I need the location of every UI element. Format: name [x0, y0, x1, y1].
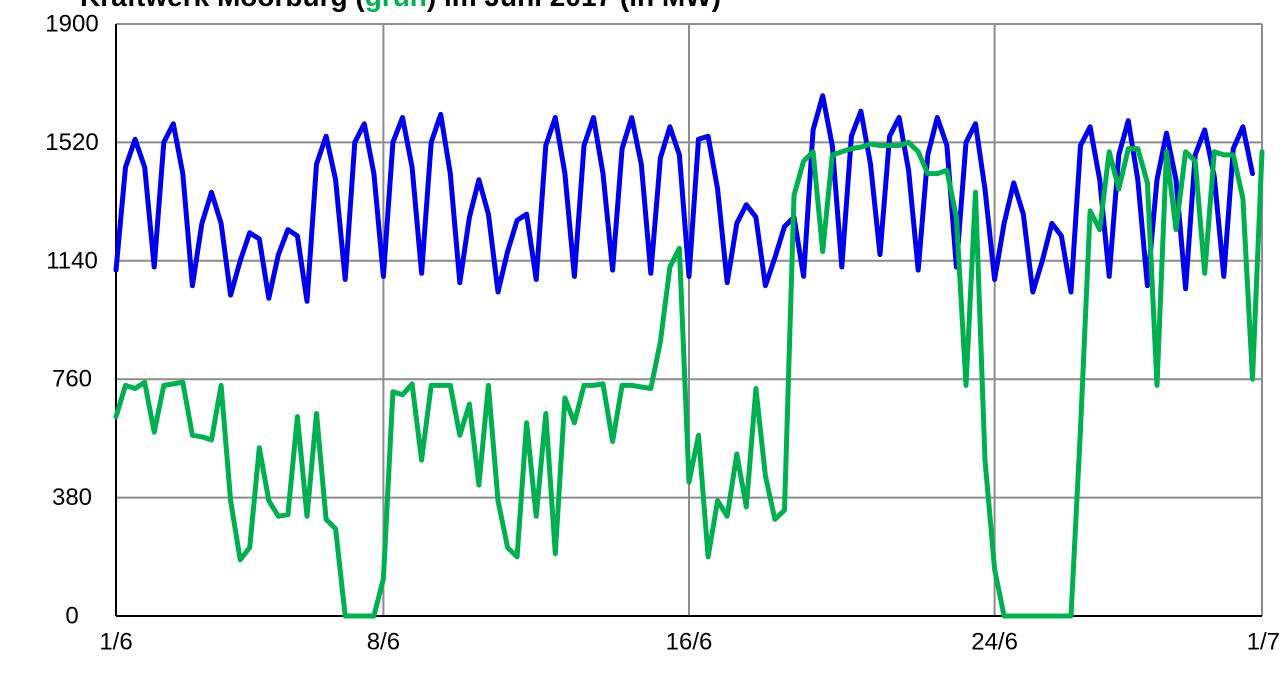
x-tick-label: 16/6: [666, 629, 713, 656]
y-tick-labels: 0 380 760 1140 1520 1900: [45, 11, 98, 630]
y-tick-label: 1900: [45, 11, 98, 38]
y-tick-label: 760: [52, 366, 92, 393]
chart-title-highlight: grün: [365, 0, 427, 12]
y-tick-label: 1520: [45, 129, 98, 156]
series-lines: [113, 93, 1265, 619]
chart-title-suffix: ) im Juni 2017 (in MW): [427, 0, 721, 12]
x-tick-label: 8/6: [367, 629, 400, 656]
grid-lines: [115, 23, 1263, 617]
series-line-green: [113, 139, 1265, 619]
x-tick-label: 1/6: [99, 629, 132, 656]
chart-title: Kraftwerk Moorburg (grün) im Juni 2017 (…: [80, 0, 721, 12]
chart-title-prefix: Kraftwerk Moorburg (: [80, 0, 365, 12]
x-tick-label: 1/7: [1247, 629, 1280, 656]
y-tick-label: 380: [52, 484, 92, 511]
x-tick-labels: 1/6 8/6 16/6 24/6 1/7: [99, 629, 1280, 656]
series-line-blue: [113, 93, 1255, 304]
y-tick-label: 0: [65, 603, 78, 630]
y-tick-label: 1140: [46, 247, 98, 274]
x-tick-label: 24/6: [971, 629, 1018, 656]
